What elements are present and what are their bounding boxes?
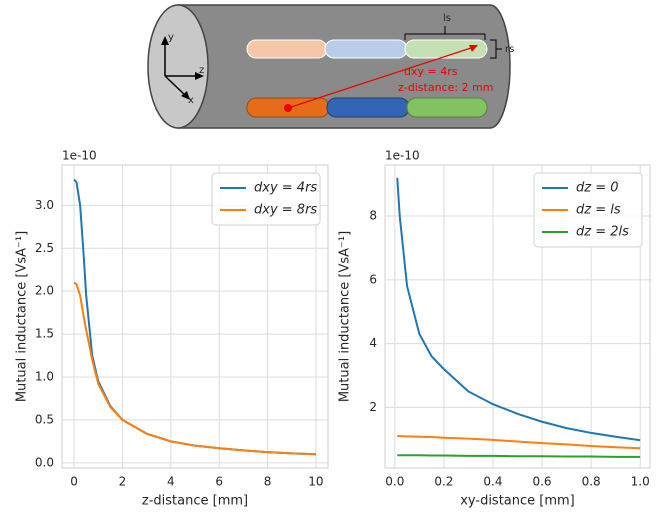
fiber-faded bbox=[404, 39, 488, 59]
cylinder-end bbox=[147, 4, 209, 129]
series-line bbox=[397, 435, 641, 450]
x-axis-label: z-distance [mm] bbox=[142, 494, 248, 509]
x-axis-label: xy-distance [mm] bbox=[460, 494, 575, 509]
y-tick-label: 1.5 bbox=[35, 327, 54, 341]
fiber-faded bbox=[324, 39, 408, 59]
legend-label: dz = ls bbox=[576, 203, 621, 218]
axis-x-label: x bbox=[188, 95, 194, 106]
y-tick-label: 0.5 bbox=[35, 412, 54, 426]
x-tick-label: 6 bbox=[215, 475, 223, 489]
fiber bbox=[406, 97, 488, 118]
y-tick-label: 2 bbox=[369, 400, 377, 414]
x-tick-label: 8 bbox=[264, 475, 272, 489]
legend-label: dz = 0 bbox=[576, 181, 619, 196]
axes-glyph bbox=[164, 42, 198, 97]
x-tick-label: 0.0 bbox=[385, 475, 404, 489]
y-tick-label: 4 bbox=[369, 336, 377, 350]
x-tick-label: 0.8 bbox=[582, 475, 601, 489]
y-axis-label: Mutual inductance [VsA⁻¹] bbox=[338, 231, 353, 402]
x-tick-label: 1.0 bbox=[631, 475, 650, 489]
x-tick-label: 0.6 bbox=[532, 475, 551, 489]
legend-box bbox=[211, 172, 321, 226]
legend-label: dz = 2ls bbox=[576, 225, 629, 240]
radius-label: rs bbox=[505, 44, 514, 55]
radius-bracket bbox=[490, 39, 502, 59]
x-tick-label: 0.4 bbox=[483, 475, 502, 489]
series-line bbox=[73, 281, 316, 456]
y-tick-label: 1.0 bbox=[35, 370, 54, 384]
x-tick-label: 10 bbox=[308, 475, 323, 489]
x-tick-label: 0.2 bbox=[434, 475, 453, 489]
y-tick-label: 2.5 bbox=[35, 241, 54, 255]
cylinder-body bbox=[177, 4, 511, 129]
x-tick-label: 2 bbox=[119, 475, 127, 489]
y-tick-label: 8 bbox=[369, 209, 377, 223]
axes-frame bbox=[384, 164, 651, 469]
legend-label: dxy = 4rs bbox=[254, 181, 317, 196]
z-distance-label: z-distance: 2 mm bbox=[398, 81, 493, 94]
y-tick-label: 6 bbox=[369, 272, 377, 286]
y-tick-label: 3.0 bbox=[35, 198, 54, 212]
series-line bbox=[396, 177, 641, 442]
y-offset-label: 1e-10 bbox=[62, 149, 97, 163]
fiber bbox=[326, 97, 410, 118]
fiber-faded bbox=[246, 39, 328, 59]
axis-y-label: y bbox=[168, 32, 174, 43]
y-tick-label: 0.0 bbox=[35, 455, 54, 469]
y-offset-label: 1e-10 bbox=[385, 149, 420, 163]
cylinder-diagram: ls rs dxy = 4rs z-distance: 2 mm y z x bbox=[147, 4, 514, 129]
series-line bbox=[397, 454, 641, 458]
axes-frame bbox=[61, 164, 329, 469]
distance-arrow bbox=[287, 46, 475, 109]
x-tick-label: 0 bbox=[70, 475, 78, 489]
axes-glyph bbox=[161, 36, 204, 100]
distance-label: dxy = 4rs bbox=[404, 65, 458, 78]
arrow-head bbox=[469, 45, 478, 52]
y-axis-label: Mutual inductance [VsA⁻¹] bbox=[15, 231, 30, 402]
legend-box bbox=[533, 172, 643, 248]
y-tick-label: 2.0 bbox=[35, 284, 54, 298]
axis-z-label: z bbox=[199, 65, 204, 76]
x-tick-label: 4 bbox=[167, 475, 175, 489]
length-label: ls bbox=[443, 13, 451, 24]
legend-label: dxy = 8rs bbox=[254, 203, 317, 218]
